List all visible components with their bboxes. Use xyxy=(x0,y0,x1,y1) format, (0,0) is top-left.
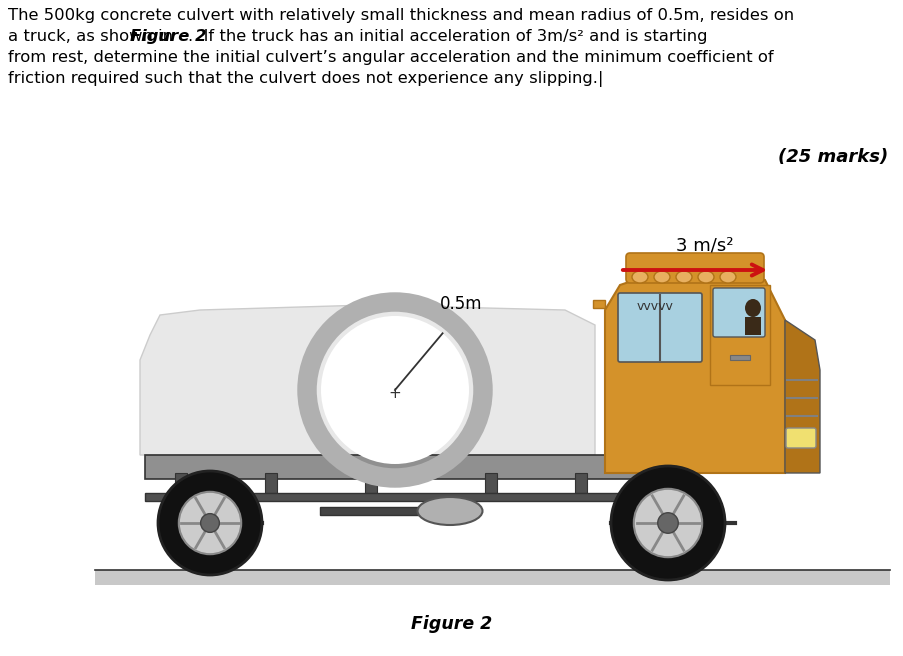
Text: .  If the truck has an initial acceleration of 3m/s² and is starting: . If the truck has an initial accelerati… xyxy=(188,29,707,44)
Text: (25 marks): (25 marks) xyxy=(777,148,887,166)
Bar xyxy=(365,473,377,493)
Bar xyxy=(485,473,497,493)
Circle shape xyxy=(179,492,241,554)
Circle shape xyxy=(158,471,262,575)
Bar xyxy=(320,507,430,515)
FancyBboxPatch shape xyxy=(625,253,763,283)
Bar xyxy=(144,493,679,501)
Bar xyxy=(175,473,187,493)
Text: vvvvv: vvvvv xyxy=(636,300,673,313)
Text: Figure 2: Figure 2 xyxy=(130,29,206,44)
Ellipse shape xyxy=(675,271,691,283)
Text: a truck, as shown in: a truck, as shown in xyxy=(8,29,178,44)
Bar xyxy=(592,300,604,308)
Polygon shape xyxy=(140,305,594,455)
Ellipse shape xyxy=(417,497,482,525)
Ellipse shape xyxy=(631,271,647,283)
Circle shape xyxy=(610,466,724,580)
Bar xyxy=(709,285,769,385)
Text: The 500kg concrete culvert with relatively small thickness and mean radius of 0.: The 500kg concrete culvert with relative… xyxy=(8,8,793,23)
Text: 3 m/s²: 3 m/s² xyxy=(675,237,733,255)
Bar xyxy=(144,455,679,479)
Polygon shape xyxy=(604,280,784,473)
Circle shape xyxy=(200,514,219,533)
Bar xyxy=(265,473,276,493)
Ellipse shape xyxy=(653,271,669,283)
FancyBboxPatch shape xyxy=(712,288,764,337)
Polygon shape xyxy=(784,320,819,473)
Text: Figure 2: Figure 2 xyxy=(411,615,492,633)
Text: from rest, determine the initial culvert’s angular acceleration and the minimum : from rest, determine the initial culvert… xyxy=(8,50,773,65)
Bar xyxy=(95,570,889,585)
FancyBboxPatch shape xyxy=(785,428,815,448)
Ellipse shape xyxy=(719,271,735,283)
Ellipse shape xyxy=(697,271,713,283)
FancyBboxPatch shape xyxy=(618,293,702,362)
Text: friction required such that the culvert does not experience any slipping.|: friction required such that the culvert … xyxy=(8,71,603,87)
Bar xyxy=(730,355,749,360)
Ellipse shape xyxy=(744,299,760,317)
Circle shape xyxy=(633,489,702,557)
Bar xyxy=(644,473,656,493)
Text: 0.5m: 0.5m xyxy=(440,295,482,313)
Text: +: + xyxy=(388,386,401,401)
Bar xyxy=(744,317,760,335)
Circle shape xyxy=(321,316,469,464)
Circle shape xyxy=(657,513,677,533)
Bar xyxy=(574,473,586,493)
